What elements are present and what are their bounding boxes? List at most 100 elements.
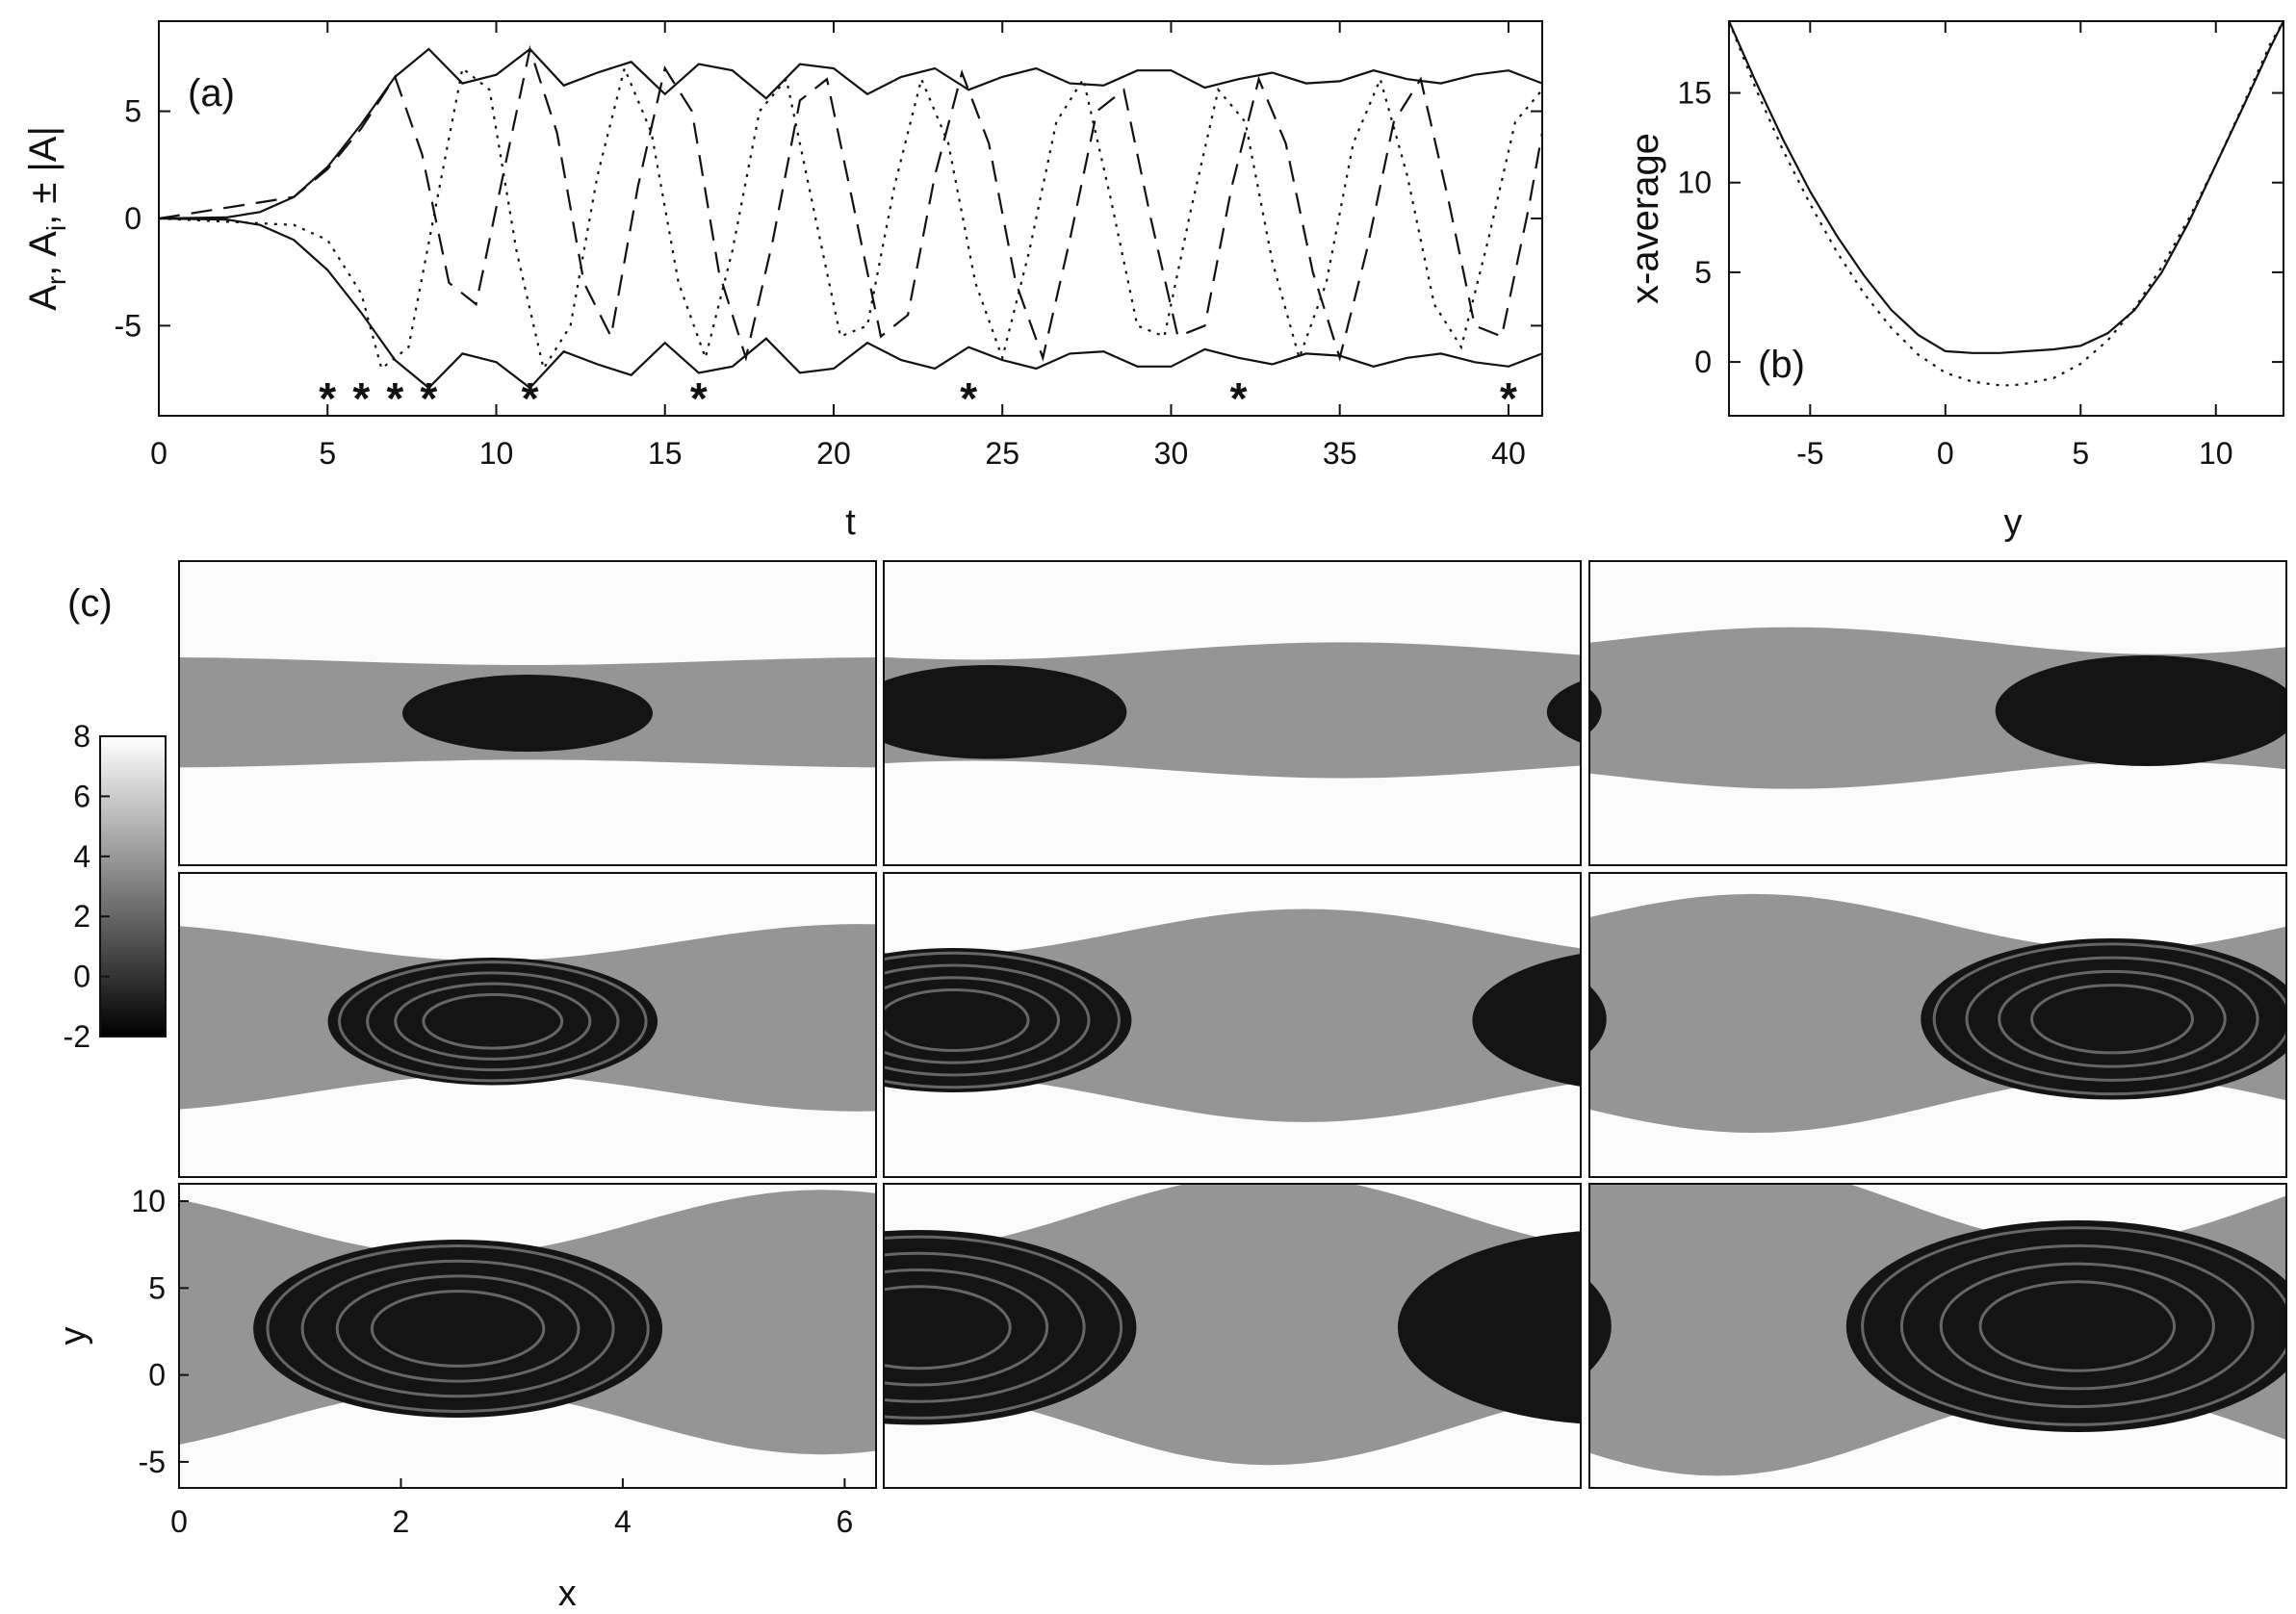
snapshot-frame [178,1183,877,1489]
snapshot-frame [1588,560,2287,866]
x-tick-label: -5 [1796,436,1823,471]
colorbar-tick-label: 0 [73,960,90,994]
colorbar-tick-label: 6 [73,779,90,813]
y-tick-label: 15 [1677,76,1712,111]
vortex-core-wrap [1546,680,1581,743]
vortex-core [327,958,658,1086]
vortex-core [1921,938,2286,1100]
snapshot-marker: * [1500,373,1517,423]
y-tick-label: 5 [148,1270,166,1305]
y-tick-label: 0 [124,201,142,236]
panel-label-b: (b) [1758,344,1805,386]
vortex-ring [884,951,1121,1089]
vortex-ring [884,963,1091,1077]
y-axis-label: y [53,1327,93,1345]
snapshot-frame [178,560,877,866]
series-dotted [1727,20,2284,387]
y-label-subscript: i [41,225,71,231]
snapshot-content [884,561,1581,865]
snapshot-frame [1588,1183,2287,1489]
y-tick-label: -5 [115,308,142,343]
snapshot-32 [883,1183,1582,1489]
x-tick-label: 0 [170,1504,188,1539]
snapshot-8 [178,872,877,1178]
snapshot-frame [883,560,1582,866]
x-tick-label: 30 [1154,436,1189,471]
snapshot-marker: * [690,373,708,423]
vortex-ring [300,1259,615,1398]
vortex-ring [1939,1262,2215,1391]
x-tick-label: 10 [2199,436,2233,471]
x-tick-label: 6 [836,1504,853,1539]
y-tick-label: 5 [124,94,142,129]
series-dotted [158,64,1543,371]
vortex-core [402,675,653,752]
vortex-ring [338,961,648,1083]
x-tick-label: 40 [1491,436,1526,471]
series-solid-mirror [158,217,1543,390]
snapshot-frame [178,872,877,1178]
vortex-ring [1978,1280,2177,1372]
snapshot-frame [1588,872,2287,1178]
colorbar-tick-label: -2 [64,1019,90,1054]
vortex-ring [884,1251,1086,1403]
snapshot-content [884,873,1581,1177]
vortex-core [884,665,1127,759]
y-tick-label: 10 [131,1184,166,1218]
x-tick-label: 25 [985,436,1019,471]
x-tick-label: 35 [1323,436,1357,471]
vortex-ring [1998,969,2227,1068]
vortex-ring [422,992,564,1050]
vortex-ring [884,1285,1012,1371]
vortex-ring [370,1290,546,1368]
y-label-part: , A [22,231,64,276]
x-tick-label: 5 [319,436,336,471]
vortex-ring [884,1235,1123,1420]
y-tick-label: 5 [1694,255,1712,290]
x-axis-label: x [558,1574,577,1614]
colorbar [99,735,167,1038]
x-tick-label: 4 [614,1504,632,1539]
vortex-ring [266,1243,650,1414]
y-label-subscript: r [41,276,71,285]
x-tick-label: 10 [479,436,514,471]
vortex-core-wrap [1472,954,1581,1087]
x-axis-label: y [2004,502,2023,543]
vortex-core-wrap [1589,688,1602,733]
plot-frame [1728,20,2284,417]
panel-a: 0 5 10 15 20 25 30 35 40 -5 0 5 * * * * * * * * * (a) t Ar, Ai,… [22,20,1544,543]
snapshot-content [1589,561,2286,865]
y-tick-label: 10 [1677,166,1712,200]
snapshot-5 [178,560,877,866]
snapshot-24 [178,1183,877,1489]
y-axis-label: x-average [1624,133,1666,304]
y-tick-label: 0 [148,1358,166,1393]
vortex-ring [1899,1243,2255,1409]
snapshot-marker: * [352,373,370,423]
snapshot-frame [883,872,1582,1178]
series-dashed [158,44,1544,362]
x-axis-label: t [845,502,856,543]
vortex-core-wrap [1589,986,1607,1053]
y-tick-label: -5 [139,1445,166,1479]
x-tick-label: 2 [393,1504,410,1539]
x-tick-label: 0 [1937,436,1954,471]
snapshot-content [179,1184,876,1488]
snapshot-frame [883,1183,1582,1489]
snapshot-7 [1588,560,2287,866]
snapshot-marker: * [386,373,403,423]
vortex-ring [2030,984,2194,1055]
x-tick-label: 5 [2072,436,2089,471]
vortex-ring [1932,942,2286,1096]
colorbar-tick-label: 4 [73,839,90,874]
vortex-core [884,948,1132,1092]
snapshot-11 [883,872,1582,1178]
series-solid [1727,20,2284,354]
snapshot-content [1589,1184,2286,1488]
colorbar-tick-label: 8 [73,719,90,754]
panel-label-c: (c) [67,582,113,625]
vortex-core-wrap [1398,1231,1581,1424]
vortex-ring [394,982,592,1061]
